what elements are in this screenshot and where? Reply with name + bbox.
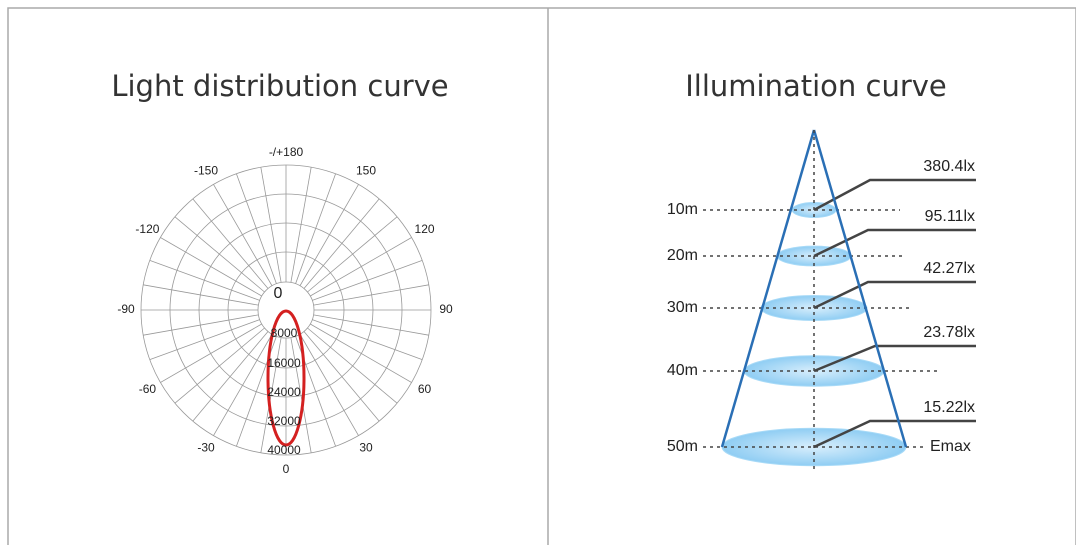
spoke — [314, 315, 429, 335]
spoke — [310, 324, 411, 383]
illumination-cone: 10m 380.4lx 20m 95.11lx 30m 42.27lx 40m 23.78lx… — [667, 130, 976, 470]
ring-label: 0 — [274, 285, 283, 302]
angle-label: 60 — [418, 382, 432, 396]
distance-label: 40m — [667, 362, 698, 379]
spoke — [304, 331, 379, 421]
angle-label: -30 — [197, 441, 215, 455]
illuminance-label: 95.11lx — [925, 208, 975, 225]
angle-label: 150 — [356, 164, 376, 178]
spoke — [307, 328, 397, 403]
left-title: Light distribution curve — [111, 69, 448, 103]
ring-label: 40000 — [267, 443, 301, 457]
spoke — [175, 328, 265, 403]
spoke — [312, 260, 422, 300]
spoke — [314, 285, 429, 305]
angle-label: 120 — [415, 222, 435, 236]
distance-label: 10m — [667, 201, 698, 218]
spoke — [307, 217, 397, 292]
distance-label: 20m — [667, 247, 698, 264]
illuminance-label: 380.4lx — [923, 158, 975, 175]
spoke — [236, 174, 276, 284]
angle-label: -/+180 — [269, 145, 304, 159]
spoke — [143, 285, 258, 305]
ring-label: 8000 — [271, 326, 298, 340]
angle-label: -120 — [135, 222, 159, 236]
spoke — [160, 238, 261, 297]
angle-label: 0 — [283, 462, 290, 476]
page: Light distribution curve Illumination cu… — [0, 0, 1076, 545]
polar-chart: -/+180 150 120 90 60 30 0 -30 -60 -90 -120 -150 0 800… — [117, 145, 453, 476]
cone-edge — [814, 130, 906, 447]
spoke — [300, 334, 359, 435]
spoke — [296, 174, 336, 284]
distance-label: 30m — [667, 299, 698, 316]
illuminance-label: 42.27lx — [923, 260, 975, 277]
spoke — [193, 199, 268, 289]
ring-label: 32000 — [267, 414, 301, 428]
spoke — [310, 238, 411, 297]
emax-label: Emax — [930, 438, 971, 455]
distance-label: 50m — [667, 438, 698, 455]
spoke — [312, 320, 422, 360]
angle-label: -150 — [194, 164, 218, 178]
illuminance-label: 23.78lx — [923, 324, 975, 341]
spoke — [214, 184, 273, 285]
spoke — [150, 320, 260, 360]
spoke — [160, 324, 261, 383]
angle-label: -60 — [139, 382, 157, 396]
ring-label: 16000 — [267, 356, 301, 370]
spoke — [193, 331, 268, 421]
spoke — [261, 167, 281, 282]
angle-label: 90 — [439, 302, 453, 316]
spoke — [214, 334, 273, 435]
spoke — [175, 217, 265, 292]
leader-line — [814, 180, 976, 210]
spoke — [143, 315, 258, 335]
spoke — [300, 184, 359, 285]
angle-label: -90 — [117, 302, 135, 316]
spoke — [150, 260, 260, 300]
spoke — [304, 199, 379, 289]
right-title: Illumination curve — [685, 69, 947, 103]
spoke — [291, 167, 311, 282]
cone-edge — [722, 130, 814, 447]
illuminance-label: 15.22lx — [923, 399, 975, 416]
ring-label: 24000 — [267, 385, 301, 399]
angle-label: 30 — [359, 441, 373, 455]
